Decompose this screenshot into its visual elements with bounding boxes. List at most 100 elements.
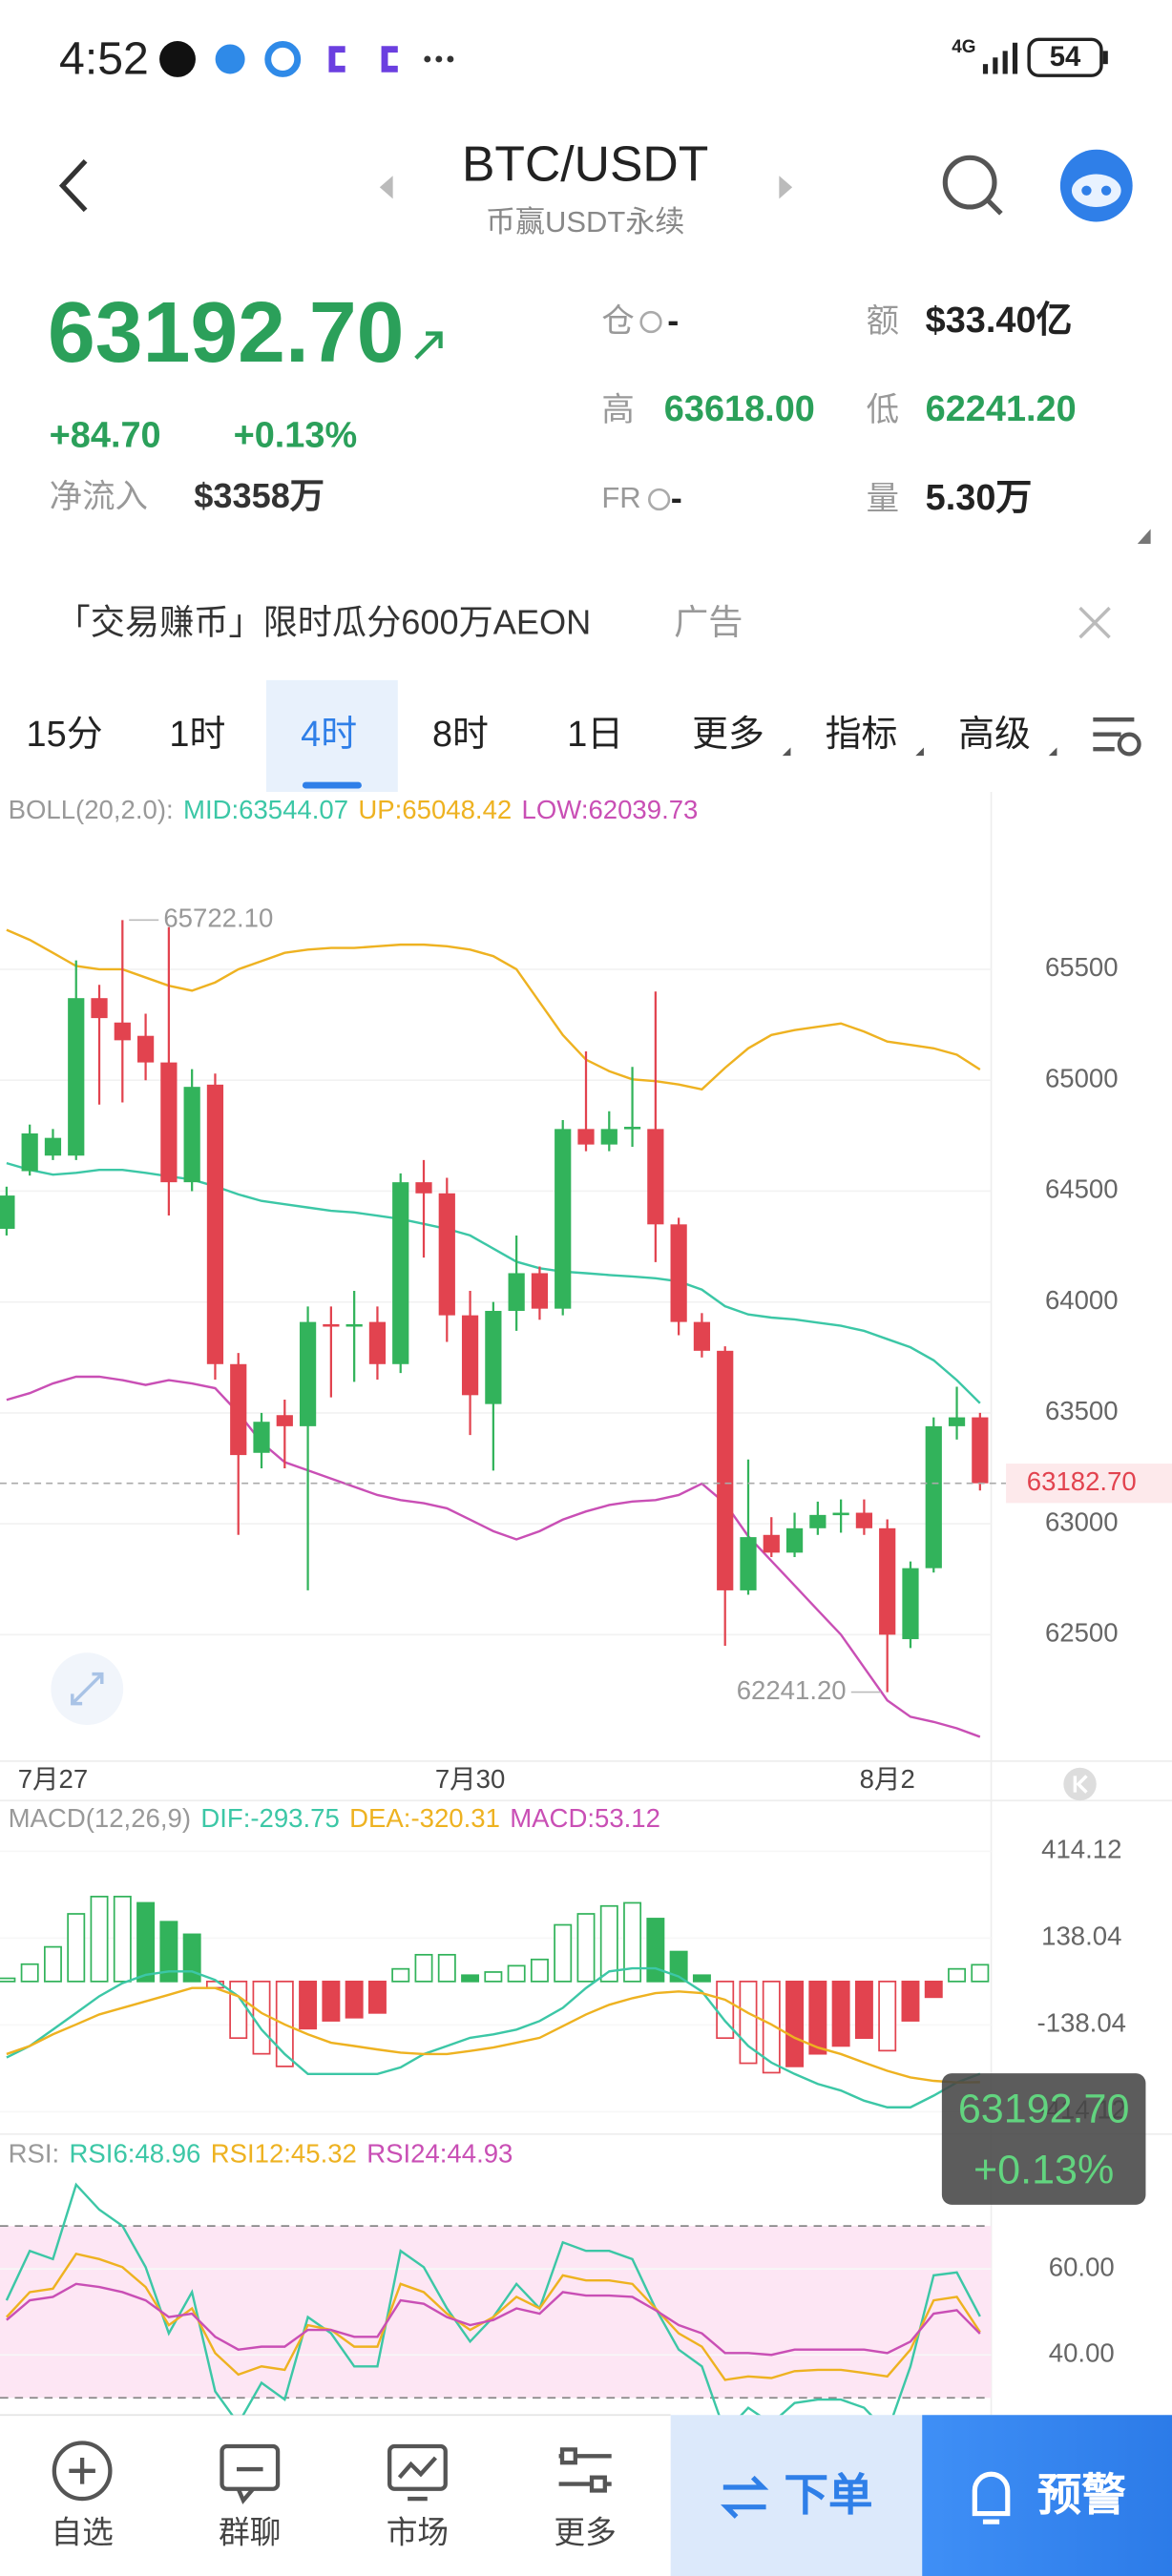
next-pair[interactable] bbox=[779, 176, 793, 199]
expand-corner[interactable] bbox=[1137, 529, 1151, 544]
candle-body bbox=[531, 1273, 549, 1309]
candle-body bbox=[230, 1363, 247, 1456]
timeframe-tab[interactable]: 1时 bbox=[169, 713, 226, 755]
extreme-label: 62241.20 bbox=[737, 1675, 847, 1705]
stat-value: 63618.00 bbox=[663, 387, 815, 429]
status-icons bbox=[159, 37, 1108, 77]
macd-bar bbox=[901, 1980, 920, 2022]
chart-settings[interactable] bbox=[1093, 717, 1141, 757]
selected-tab-indicator bbox=[302, 781, 362, 789]
candle-body bbox=[68, 998, 85, 1156]
candle-body bbox=[299, 1321, 317, 1426]
nav-icon[interactable] bbox=[387, 2443, 448, 2502]
banner-text[interactable]: 「交易赚币」限时瓜分600万AEON bbox=[55, 604, 592, 643]
macd-bar bbox=[252, 1980, 271, 2055]
price-tag bbox=[1006, 1464, 1172, 1504]
candle-body bbox=[276, 1415, 293, 1426]
y-tick-label: 64000 bbox=[1045, 1285, 1119, 1315]
alert-label[interactable]: 预警 bbox=[1036, 2470, 1126, 2521]
nav-label[interactable]: 市场 bbox=[386, 2517, 450, 2552]
nav-icon[interactable] bbox=[52, 2441, 113, 2502]
stat-value: - bbox=[667, 301, 680, 341]
candle-body bbox=[438, 1193, 455, 1316]
macd-bar bbox=[623, 1901, 642, 1983]
candle-body bbox=[392, 1182, 409, 1364]
macd-line bbox=[6, 1986, 980, 2084]
macd-bar bbox=[20, 1963, 39, 1983]
candle-body bbox=[461, 1315, 479, 1396]
search-button[interactable] bbox=[942, 155, 1003, 216]
nav-icon[interactable] bbox=[558, 2447, 612, 2493]
macd-bar bbox=[808, 1980, 827, 2055]
macd-bar bbox=[646, 1918, 665, 1983]
y-tick-label: 64500 bbox=[1045, 1174, 1119, 1204]
scroll-latest[interactable] bbox=[1063, 1767, 1097, 1801]
macd-bar bbox=[785, 1980, 805, 2067]
y-tick-label: 60.00 bbox=[1049, 2252, 1115, 2281]
macd-bar bbox=[345, 1980, 364, 2019]
candle-body bbox=[160, 1062, 178, 1183]
last-price: 63192.70 bbox=[47, 285, 405, 382]
stat-value: - bbox=[670, 479, 682, 518]
timeframe-tab[interactable]: 8时 bbox=[431, 713, 489, 755]
info-icon bbox=[639, 310, 662, 334]
candle-body bbox=[902, 1568, 919, 1640]
order-icon bbox=[721, 2475, 769, 2519]
stat-label: 仓 bbox=[601, 303, 635, 341]
extreme-label: 65722.10 bbox=[163, 904, 273, 933]
timeframe-tab[interactable]: 指标 bbox=[825, 713, 898, 755]
macd-bar bbox=[229, 1980, 248, 2040]
candle-body bbox=[136, 1035, 155, 1063]
prev-pair[interactable] bbox=[379, 176, 393, 199]
macd-bar bbox=[878, 1980, 897, 2052]
candle-body bbox=[577, 1129, 595, 1145]
nav-label[interactable]: 更多 bbox=[554, 2517, 617, 2552]
candle-body bbox=[485, 1310, 502, 1404]
timeframe-tab[interactable]: 4时 bbox=[301, 713, 358, 755]
candle-body bbox=[693, 1321, 711, 1351]
candle-body bbox=[600, 1129, 617, 1145]
nav-label[interactable]: 自选 bbox=[51, 2517, 114, 2552]
x-tick-label: 8月2 bbox=[860, 1764, 915, 1794]
order-label[interactable]: 下单 bbox=[784, 2470, 873, 2521]
status-battery: 54 bbox=[1049, 41, 1081, 73]
nav-label[interactable]: 群聊 bbox=[219, 2517, 282, 2552]
stat-label: 量 bbox=[866, 481, 900, 518]
candle-body bbox=[647, 1129, 664, 1225]
boll-line bbox=[6, 1375, 981, 1738]
macd-bar bbox=[437, 1953, 456, 1983]
nav-icon[interactable] bbox=[220, 2443, 281, 2504]
y-tick-label: 62500 bbox=[1045, 1618, 1119, 1648]
order-button[interactable] bbox=[670, 2415, 923, 2576]
timeframe-tab[interactable]: 1日 bbox=[567, 713, 624, 755]
pair-title: BTC/USDT bbox=[461, 137, 709, 193]
assistant-avatar[interactable] bbox=[1059, 149, 1133, 222]
candle-body bbox=[368, 1321, 387, 1364]
macd-bar bbox=[554, 1923, 573, 1983]
indicator-label: BOLL(20,2.0): bbox=[9, 795, 174, 824]
timeframe-tab[interactable]: 15分 bbox=[26, 713, 103, 755]
stat-label: 高 bbox=[601, 392, 635, 429]
close-banner[interactable] bbox=[1078, 606, 1111, 639]
dropdown-mark bbox=[1048, 747, 1057, 757]
macd-bar bbox=[43, 1945, 62, 1983]
timeframe-tab[interactable]: 更多 bbox=[692, 713, 764, 755]
floating-quote: 63192.70 +0.13% bbox=[941, 2073, 1146, 2205]
stat-label: 额 bbox=[866, 303, 900, 341]
x-tick-label: 7月27 bbox=[18, 1764, 89, 1794]
alert-button[interactable] bbox=[922, 2415, 1172, 2576]
candle-body bbox=[21, 1132, 38, 1172]
stat-value: $33.40亿 bbox=[925, 299, 1073, 341]
candle-body bbox=[253, 1422, 270, 1453]
info-icon bbox=[648, 488, 671, 511]
inflow-label: 净流入 bbox=[49, 479, 149, 516]
y-tick-label: 65000 bbox=[1045, 1063, 1119, 1092]
candle-body bbox=[114, 1022, 131, 1041]
timeframe-tab[interactable]: 高级 bbox=[958, 713, 1031, 755]
back-button[interactable] bbox=[58, 158, 88, 213]
fullscreen-button[interactable] bbox=[51, 1652, 124, 1726]
pair-subtitle: 币赢USDT永续 bbox=[485, 205, 685, 239]
